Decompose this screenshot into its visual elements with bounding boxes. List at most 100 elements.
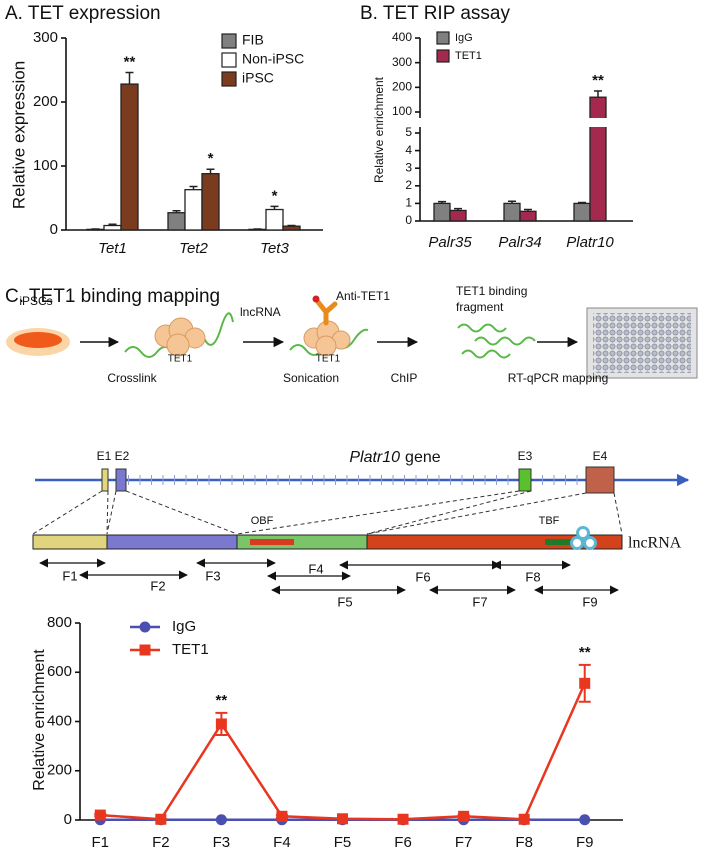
x-tick-label: F8 [515,834,533,850]
protein-ring [570,536,584,550]
protein-label: TET1 [168,354,193,365]
point [337,813,348,825]
fragment-label: F2 [150,578,165,593]
fragment-strand [457,323,507,333]
x-tick-label: F7 [455,834,473,850]
projection-line [366,490,532,535]
protein-complex [154,317,206,357]
legend-label: TET1 [455,50,482,62]
error-bar [438,200,446,204]
protein-lobe [315,335,337,357]
error-bar [172,210,181,213]
x-tick-label: F5 [334,834,352,850]
y-tick-label: 2 [405,178,412,192]
error-bar [454,207,462,211]
exon [518,468,532,492]
legend-swatch [436,31,450,45]
legend-swatch [221,52,237,68]
y-tick-label: 0 [50,221,58,238]
series-line [100,682,586,821]
gene-suffix: gene [405,449,441,466]
projection-line [366,492,587,535]
protein-ring [576,526,590,540]
transcript-label: lncRNA [628,535,682,552]
bar [433,202,451,222]
x-tick-label: F4 [273,834,291,850]
antibody-label: Anti-TET1 [336,289,390,303]
point [579,677,591,689]
x-tick-label: Tet2 [179,240,208,257]
error-bar [594,90,602,98]
fragment-label: F3 [205,568,220,583]
y-tick-label: 5 [405,125,412,139]
significance: ** [579,644,591,661]
error-bar [189,185,198,190]
significance: * [208,150,214,167]
region-tbf [545,539,590,545]
bar [184,189,203,231]
exon-label: E3 [518,449,533,463]
protein-marker [570,526,597,550]
legend-marker [139,621,151,633]
bar [449,209,467,222]
antibody-tag [312,295,320,303]
projection-line [236,490,520,535]
y-tick-label: 400 [47,712,72,729]
y-axis-label: Relative enrichment [372,76,386,183]
gene-label: Platr10 gene [349,449,440,466]
y-tick-label: 200 [33,93,58,110]
significance: ** [216,692,228,709]
exon [585,466,615,494]
point [579,814,591,826]
exon [115,468,127,492]
x-tick-label: Tet3 [260,240,289,257]
projection-lines [32,490,623,535]
point [215,718,227,730]
transcript-segment [366,534,623,550]
x-tick-label: F6 [394,834,412,850]
significance: ** [124,54,136,71]
fragment-label: F7 [472,594,487,609]
y-tick-label: 600 [47,663,72,680]
step-label: Crosslink [107,371,157,385]
protein-label: TET1 [316,354,341,365]
x-tick-label: Tet1 [98,240,127,257]
y-tick-label: 800 [47,614,72,631]
y-tick-label: 100 [33,157,58,174]
x-tick-label: Platr10 [566,234,614,251]
cell-layer [14,332,62,348]
y-tick-label: 1 [405,196,412,210]
error-bar [108,223,117,226]
bar [265,208,284,231]
projection-line [613,492,623,535]
point [458,810,470,822]
axis-break [421,118,626,127]
exon-label: E4 [593,449,608,463]
y-tick-label: 200 [47,762,72,779]
step-label: RT-qPCR mapping [508,371,609,385]
x-tick-label: Palr34 [498,234,541,251]
legend-swatch [221,33,237,49]
protein-ring [583,536,597,550]
fragment-label: TET1 binding [456,284,527,298]
rna-label: lncRNA [240,305,281,319]
protein-complex [303,320,351,357]
y-tick-label: 400 [392,30,412,44]
protein-lobe [166,333,190,357]
x-tick-label: F9 [576,834,594,850]
legend-label: IgG [455,32,473,44]
legend-label: TET1 [172,641,209,658]
projection-line [106,490,117,535]
step-label: Sonication [283,371,339,385]
projection-line [125,490,238,535]
x-tick-label: Palr35 [428,234,472,251]
fragment-label: F8 [525,569,540,584]
point [155,813,167,825]
step-label: ChIP [391,371,418,385]
point [94,809,106,821]
legend-label: Non-iPSC [242,51,304,67]
y-tick-label: 300 [392,55,412,69]
x-tick-label: F2 [152,834,170,850]
